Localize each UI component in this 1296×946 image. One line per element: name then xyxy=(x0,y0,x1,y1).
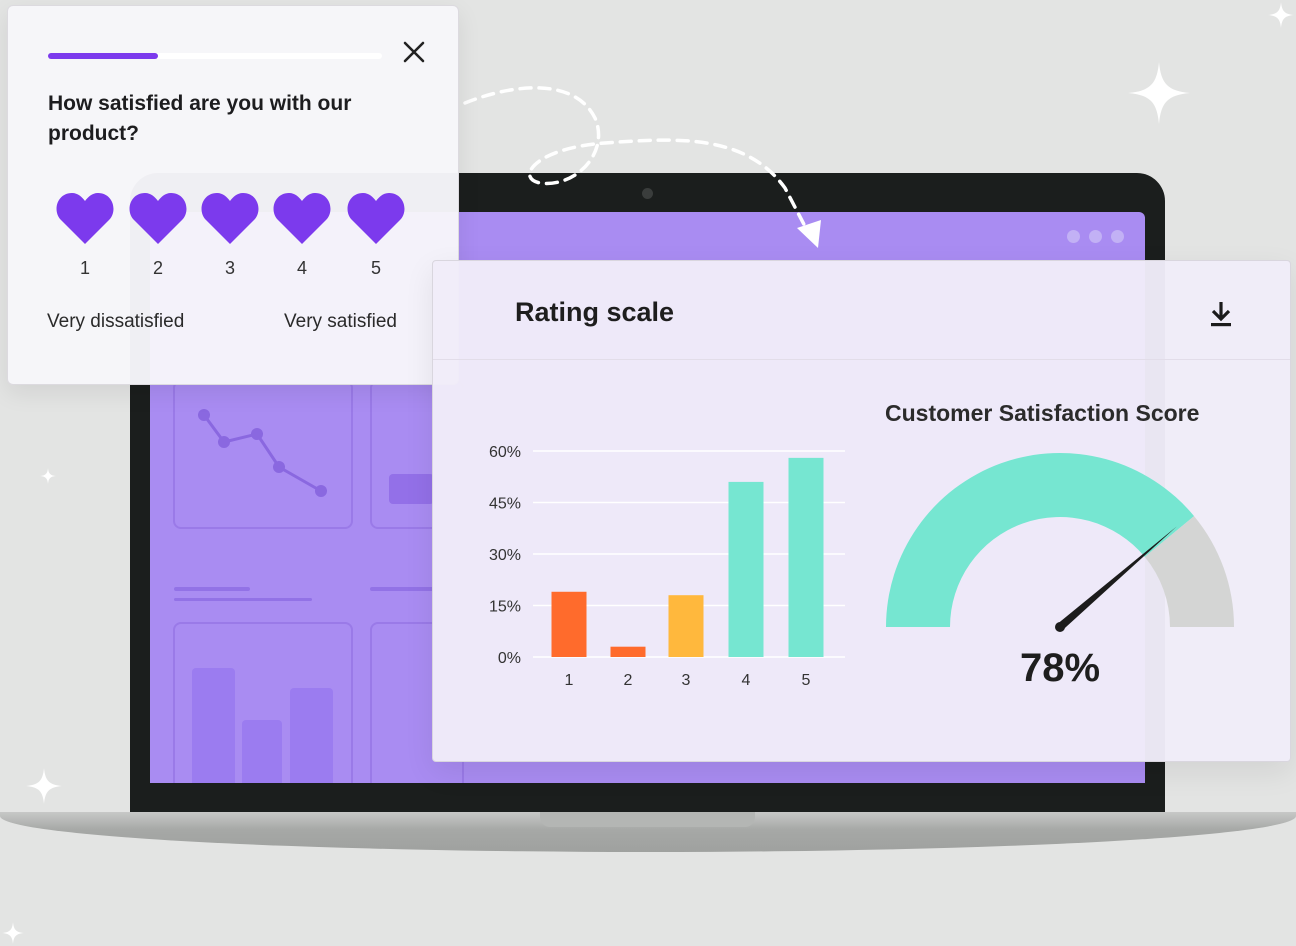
rating-number: 2 xyxy=(152,258,163,278)
rating-number: 5 xyxy=(370,258,381,278)
y-tick-label: 30% xyxy=(489,547,521,564)
rating-scale-card: Rating scale 0% 15% 30% 45% 60% 1 2 3 4 5 Custome… xyxy=(432,260,1291,762)
x-tick-label: 1 xyxy=(565,672,574,689)
bar-2 xyxy=(610,646,646,657)
rating-heart-1[interactable] xyxy=(55,190,115,246)
download-icon xyxy=(1211,302,1231,327)
close-button[interactable] xyxy=(400,38,428,66)
y-tick-label: 60% xyxy=(489,444,521,461)
y-tick-label: 45% xyxy=(489,496,521,513)
heart-icon xyxy=(129,193,187,244)
sparkle-icon xyxy=(1128,62,1190,124)
gauge-needle xyxy=(1057,526,1177,631)
window-dot xyxy=(1089,230,1102,243)
rating-heart-5[interactable] xyxy=(346,190,406,246)
satisfaction-gauge xyxy=(886,453,1234,632)
gauge-track xyxy=(1144,516,1234,627)
background-widget xyxy=(173,622,353,783)
download-button[interactable] xyxy=(1207,299,1235,329)
bar-4 xyxy=(728,481,764,657)
survey-progress-fill xyxy=(48,53,159,59)
sparkle-icon xyxy=(26,768,62,804)
low-scale-label: Very dissatisfied xyxy=(47,311,185,332)
rating-heart-3[interactable] xyxy=(200,190,260,246)
sparkle-icon xyxy=(2,922,24,944)
background-bar xyxy=(290,688,333,783)
gauge-pivot xyxy=(1055,622,1065,632)
window-dot xyxy=(1067,230,1080,243)
y-tick-label: 15% xyxy=(489,599,521,616)
gauge-fill xyxy=(886,453,1195,627)
background-block xyxy=(389,474,434,504)
rating-heart-2[interactable] xyxy=(128,190,188,246)
laptop-notch xyxy=(540,812,755,827)
high-scale-label: Very satisfied xyxy=(284,311,397,332)
survey-question: How satisfied are you with our product? xyxy=(48,92,352,145)
background-line xyxy=(174,598,312,601)
gauge-value: 78% xyxy=(1019,646,1101,690)
x-tick-label: 4 xyxy=(742,672,751,689)
background-bar xyxy=(242,720,282,783)
bar-3 xyxy=(668,595,704,657)
sparkle-icon xyxy=(40,468,56,484)
x-tick-label: 5 xyxy=(802,672,811,689)
rating-number: 3 xyxy=(224,258,235,278)
webcam xyxy=(642,188,653,199)
bar-1 xyxy=(551,591,587,657)
background-line xyxy=(370,587,440,591)
card-title: Rating scale xyxy=(515,297,675,327)
survey-card: How satisfied are you with our product? … xyxy=(7,5,459,385)
y-tick-label: 0% xyxy=(498,650,521,667)
heart-icon xyxy=(56,193,114,244)
bar-5 xyxy=(788,457,824,657)
sparkle-icon xyxy=(1268,2,1294,28)
close-icon xyxy=(403,41,425,63)
dashed-arrow-icon xyxy=(463,86,821,248)
x-tick-label: 2 xyxy=(624,672,633,689)
card-divider xyxy=(433,359,1290,360)
background-line xyxy=(174,587,250,591)
window-dot xyxy=(1111,230,1124,243)
gauge-title: Customer Satisfaction Score xyxy=(885,400,1200,426)
background-line-chart xyxy=(198,409,327,497)
rating-bar-chart: 0% 15% 30% 45% 60% 1 2 3 4 5 xyxy=(489,444,845,689)
rating-number: 4 xyxy=(296,258,307,278)
rating-number: 1 xyxy=(79,258,90,278)
heart-icon xyxy=(201,193,259,244)
rating-heart-4[interactable] xyxy=(272,190,332,246)
heart-icon xyxy=(273,193,331,244)
x-tick-label: 3 xyxy=(682,672,691,689)
survey-progress-bar xyxy=(48,53,382,59)
background-bar xyxy=(192,668,235,783)
heart-icon xyxy=(347,193,405,244)
